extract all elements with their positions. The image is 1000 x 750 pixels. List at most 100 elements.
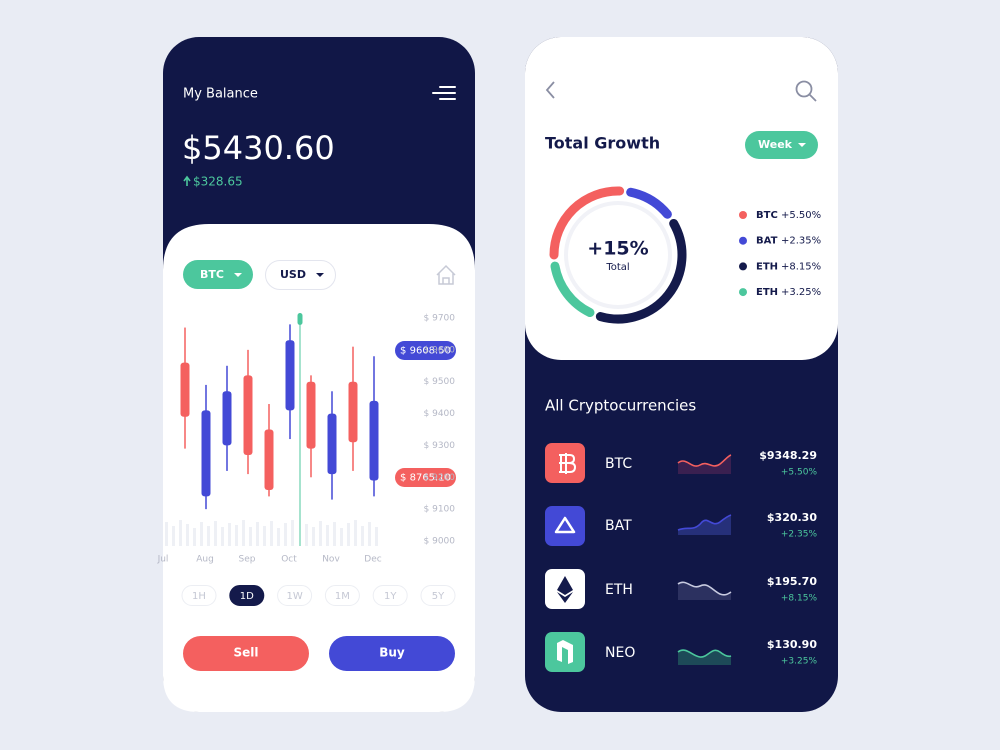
volume-texture [165, 520, 378, 546]
coin-name: BAT [605, 518, 632, 534]
range-label: 1M [335, 591, 350, 602]
price-tag-low [395, 468, 456, 487]
back-button[interactable] [545, 81, 555, 99]
legend-dot [739, 211, 747, 219]
candle-body [243, 375, 253, 455]
candle-body [327, 413, 337, 475]
y-tick-label: $ 9600 [424, 345, 456, 355]
legend-value: +2.35% [781, 236, 821, 247]
donut-segment [626, 187, 672, 219]
price-tag-high [395, 341, 456, 360]
legend-value: +8.15% [781, 261, 821, 272]
range-label: 1D [240, 591, 254, 602]
coin-select[interactable] [183, 260, 253, 289]
list-title: All Cryptocurrencies [545, 397, 696, 415]
currency-select[interactable] [265, 260, 336, 290]
coin-price: $320.30 [767, 511, 817, 524]
range-button[interactable] [324, 585, 360, 606]
x-tick-label: Oct [281, 555, 297, 565]
coin-change: +8.15% [781, 594, 818, 604]
legend-dot [739, 262, 747, 271]
growth-card [525, 37, 838, 360]
x-tick-label: Aug [196, 555, 214, 565]
coin-price: $130.90 [767, 638, 817, 651]
range-label: 1W [286, 591, 302, 602]
legend-dot [739, 236, 747, 245]
action-label: Buy [379, 646, 405, 660]
x-tick-label: Nov [322, 555, 340, 565]
candle-body [348, 381, 358, 443]
range-label: 1Y [384, 591, 397, 602]
coin-select-label: BTC [200, 268, 224, 281]
range-button[interactable] [181, 585, 217, 606]
caret [798, 143, 806, 147]
coin-change: +5.50% [781, 468, 818, 478]
action-button[interactable] [329, 636, 455, 671]
y-tick-label: $ 9500 [424, 377, 456, 387]
coin-name: BTC [605, 456, 632, 472]
y-tick-label: $ 9700 [424, 314, 456, 324]
legend-value: +3.25% [781, 287, 821, 298]
y-tick-label: $ 9400 [424, 409, 456, 419]
home-icon[interactable] [436, 264, 456, 285]
candle-body [285, 340, 295, 411]
candle-body [222, 391, 232, 446]
legend-name: ETH [756, 287, 778, 298]
legend-name: BAT [756, 236, 778, 247]
donut-total: +15% [587, 238, 648, 260]
coin-price: $195.70 [767, 575, 817, 588]
balance-amount: $5430.60 [182, 129, 335, 167]
balance-title: My Balance [183, 87, 258, 102]
caret [234, 273, 242, 277]
candle-body [264, 429, 274, 491]
caret [316, 273, 324, 277]
coin-change: +3.25% [781, 657, 818, 667]
range-button[interactable] [229, 585, 265, 606]
donut-total-label: Total [605, 262, 629, 273]
legend-value: +5.50% [781, 210, 821, 221]
growth-title: Total Growth [545, 134, 660, 153]
crosshair-handle [297, 313, 303, 325]
coin-icons [545, 443, 585, 672]
range-button[interactable] [420, 585, 456, 606]
currency-select-label: USD [280, 268, 306, 281]
y-tick-label: $ 9000 [424, 537, 456, 547]
x-tick-label: Sep [239, 555, 256, 565]
action-label: Sell [233, 646, 258, 660]
donut-segment [595, 218, 687, 324]
coin-price: $9348.29 [759, 449, 817, 462]
range-button[interactable] [277, 585, 313, 606]
y-tick-label: $ 9100 [424, 505, 456, 515]
legend-name: ETH [756, 261, 778, 272]
donut-segment [550, 261, 595, 318]
y-tick-label: $ 9200 [424, 473, 456, 483]
period-label: Week [758, 138, 793, 151]
legend-dot [739, 288, 747, 297]
candle-body [369, 400, 379, 481]
x-tick-label: Dec [364, 555, 381, 565]
y-tick-label: $ 9300 [424, 441, 456, 451]
coin-name: ETH [605, 582, 633, 598]
legend-name: BTC [756, 210, 778, 221]
coin-change: +2.35% [781, 530, 818, 540]
range-label: 5Y [432, 591, 445, 602]
sparklines [677, 454, 732, 665]
range-label: 1H [192, 591, 206, 602]
menu-icon[interactable] [432, 86, 456, 100]
price-tag-low-label: $ 8765.10 [400, 473, 451, 484]
balance-change: $328.65 [193, 175, 243, 189]
action-button[interactable] [183, 636, 309, 671]
price-tag-high-label: $ 9608.50 [400, 346, 451, 357]
candle-body [201, 410, 211, 497]
range-button[interactable] [372, 585, 408, 606]
candle-body [180, 362, 190, 417]
period-select[interactable] [745, 131, 818, 159]
donut-segment [549, 186, 625, 260]
donut-inner [564, 201, 672, 309]
search-button[interactable] [795, 80, 817, 102]
candle-body [306, 381, 316, 449]
up-arrow [183, 175, 191, 186]
